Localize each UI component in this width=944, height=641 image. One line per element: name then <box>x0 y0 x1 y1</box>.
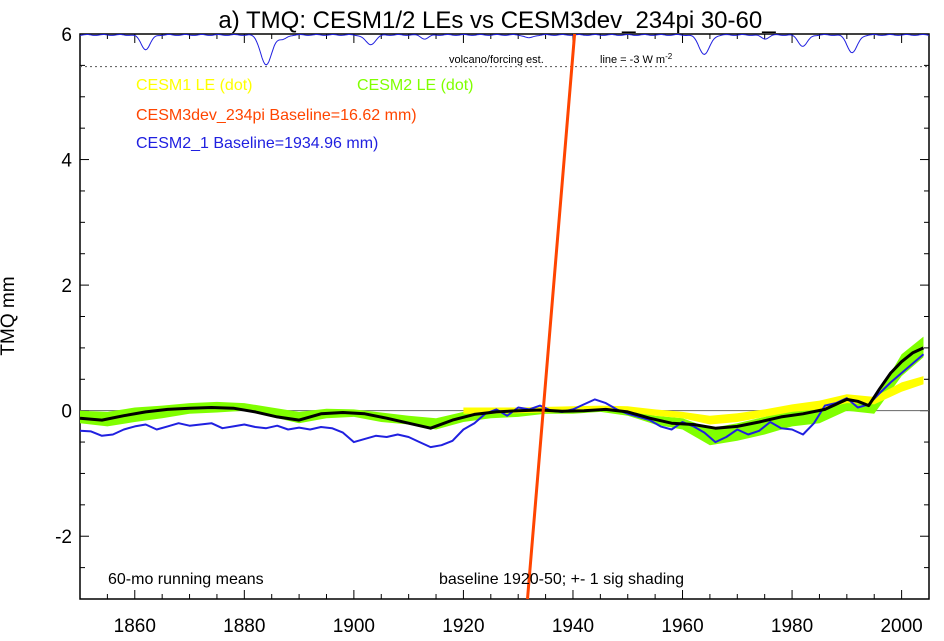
band-cesm1-le-dot <box>463 376 924 425</box>
legend-cesm2-le: CESM2 LE (dot) <box>357 77 473 94</box>
chart-title: a) TMQ: CESM1/2 LEs vs CESM3dev_234pi 30… <box>218 7 776 34</box>
x-tick-label: 1960 <box>661 616 703 637</box>
line-cesm3dev-234pi-baseline-16-62-mm <box>526 33 577 600</box>
legend-cesm1-le: CESM1 LE (dot) <box>136 77 252 94</box>
x-tick-label: 1980 <box>771 616 813 637</box>
line-cesm1-2-ensemble-mean <box>79 346 925 430</box>
volcano-annotation: volcano/forcing est. <box>449 54 544 66</box>
line-cesm2-1-baseline-1934-96-mm <box>79 353 925 449</box>
volcano-scale-annotation: line = -3 W m-2 <box>600 52 673 66</box>
y-tick-label: -2 <box>55 527 72 548</box>
baseline-annotation: baseline 1920-50; +- 1 sig shading <box>439 571 684 588</box>
x-tick-label: 1860 <box>114 616 156 637</box>
y-axis-label: TMQ mm <box>0 276 19 355</box>
y-axis: -2 0 2 4 6 <box>55 25 929 600</box>
volcano-forcing-line <box>79 33 930 66</box>
y-tick-label: 2 <box>61 276 72 297</box>
x-tick-label: 2000 <box>880 616 922 637</box>
y-tick-label: 6 <box>61 25 72 46</box>
x-axis: 1860 1880 1900 1920 1940 1960 1980 2000 <box>79 34 930 637</box>
y-tick-label: 0 <box>61 402 72 423</box>
legend-cesm3dev: CESM3dev_234pi Baseline=16.62 mm) <box>136 107 417 124</box>
legend-cesm2-1: CESM2_1 Baseline=1934.96 mm) <box>136 135 378 152</box>
y-tick-label: 4 <box>61 151 72 172</box>
x-tick-label: 1880 <box>223 616 265 637</box>
running-mean-annotation: 60-mo running means <box>108 571 264 588</box>
x-tick-label: 1920 <box>442 616 484 637</box>
x-tick-label: 1940 <box>552 616 594 637</box>
plot-area <box>79 33 930 600</box>
band-cesm2-le-dot <box>80 336 924 446</box>
x-tick-label: 1900 <box>333 616 375 637</box>
